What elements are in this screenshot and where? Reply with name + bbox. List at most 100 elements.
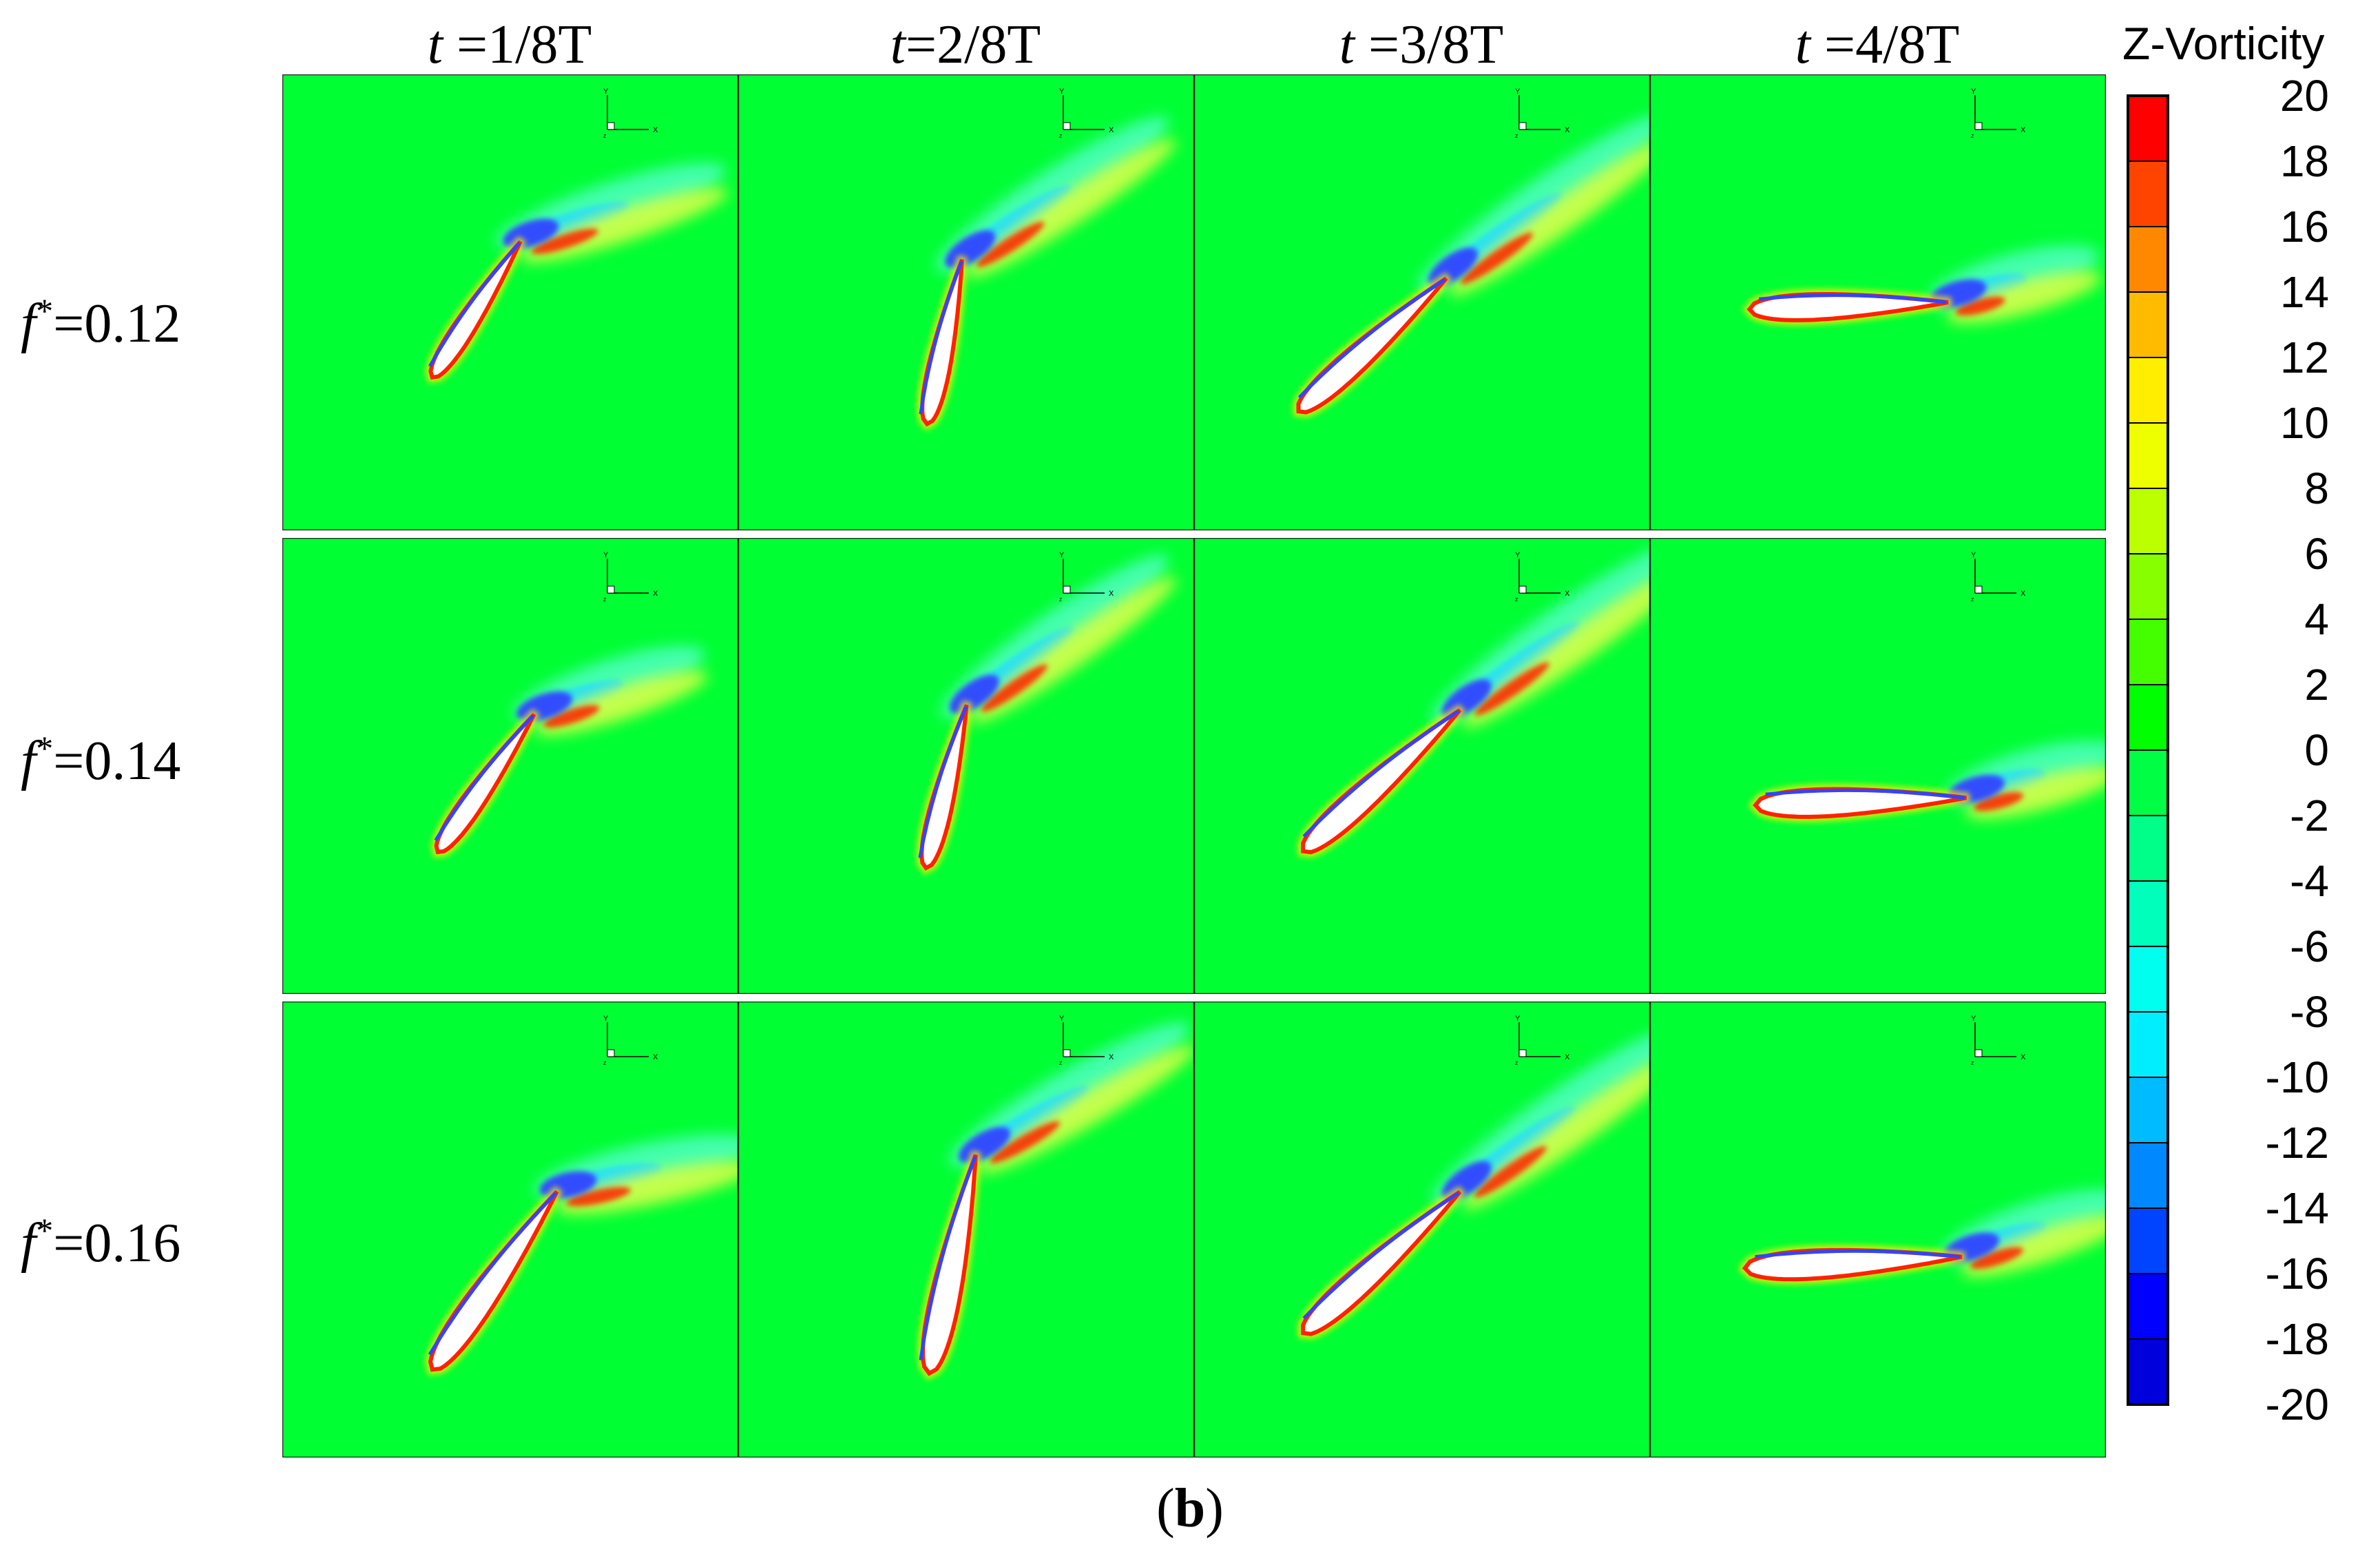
axis-triad-y-label: Y bbox=[1971, 87, 1976, 96]
contour-panel-r2-c3: Y X Z bbox=[1194, 538, 1650, 994]
colorbar-segment bbox=[2128, 881, 2168, 947]
column-header-4: t =4/8T bbox=[1795, 14, 1960, 75]
axis-triad-y-label: Y bbox=[1059, 87, 1065, 96]
axis-triad-z-label: Z bbox=[1515, 1061, 1518, 1066]
legend-tick-label: 12 bbox=[2279, 333, 2329, 382]
axis-triad-icon: Y X Z bbox=[1971, 1015, 2026, 1066]
legend-tick-label: 14 bbox=[2279, 267, 2329, 317]
contour-panel-r1-c2: Y X Z bbox=[738, 74, 1194, 530]
legend-tick-label: -2 bbox=[2290, 791, 2329, 840]
axis-triad-x-label: X bbox=[1109, 126, 1114, 134]
colorbar-segment bbox=[2128, 1077, 2168, 1143]
axis-triad-icon: Y X Z bbox=[603, 551, 658, 603]
colorbar-segment bbox=[2128, 1143, 2168, 1209]
contour-panel-r3-c3: Y X Z bbox=[1194, 1002, 1650, 1458]
axis-triad-icon: Y X Z bbox=[1059, 551, 1114, 603]
colorbar-segment bbox=[2128, 946, 2168, 1013]
airfoil bbox=[1737, 1244, 1966, 1285]
axis-triad-icon: Y X Z bbox=[1059, 87, 1114, 139]
legend-tick-label: 4 bbox=[2304, 594, 2329, 644]
axis-triad-x-label: X bbox=[2021, 590, 2026, 598]
figure-caption: (b) bbox=[1156, 1478, 1224, 1539]
axis-triad-x-label: X bbox=[1565, 1053, 1570, 1061]
vorticity-field bbox=[282, 1002, 738, 1458]
column-header-3: t =3/8T bbox=[1339, 14, 1504, 75]
vorticity-colorbar bbox=[2127, 94, 2169, 1406]
airfoil bbox=[1742, 288, 1952, 326]
colorbar-segment bbox=[2128, 423, 2168, 489]
airfoil bbox=[1293, 272, 1452, 418]
axis-triad-x-label: X bbox=[1109, 590, 1114, 598]
axis-triad-icon: Y X Z bbox=[1971, 551, 2026, 603]
vortex-wake bbox=[534, 1134, 738, 1214]
column-header-1: t =1/8T bbox=[427, 14, 592, 75]
airfoil bbox=[917, 1150, 982, 1381]
airfoil bbox=[430, 708, 541, 858]
axis-triad-icon: Y X Z bbox=[603, 87, 658, 139]
legend-tick-label: -18 bbox=[2265, 1314, 2330, 1364]
colorbar-segment bbox=[2128, 685, 2168, 751]
axis-triad-z-label: Z bbox=[603, 598, 607, 603]
colorbar-segment bbox=[2128, 619, 2168, 685]
colorbar-segment bbox=[2128, 227, 2168, 293]
axis-triad-z-label: Z bbox=[1515, 134, 1518, 139]
axis-triad-z-label: Z bbox=[603, 1061, 607, 1066]
axis-triad-z-label: Z bbox=[1971, 598, 1974, 603]
vortex-wake bbox=[949, 1022, 1194, 1174]
row-label-3: f*=0.16 bbox=[21, 1211, 181, 1274]
axis-triad-icon: Y X Z bbox=[1971, 87, 2026, 139]
axis-triad-y-label: Y bbox=[1515, 551, 1521, 559]
axis-triad-x-label: X bbox=[2021, 126, 2026, 134]
axis-triad-z-label: Z bbox=[1059, 598, 1063, 603]
row-label-1: f*=0.12 bbox=[21, 291, 181, 354]
airfoil bbox=[917, 255, 968, 431]
legend-tick-label: 20 bbox=[2279, 71, 2329, 121]
legend-tick-label: -20 bbox=[2265, 1380, 2330, 1429]
vortex-wake bbox=[1941, 1189, 2106, 1277]
legend-tick-label: -16 bbox=[2265, 1249, 2330, 1298]
legend-tick-label: 16 bbox=[2279, 202, 2329, 251]
colorbar-segment bbox=[2128, 1274, 2168, 1340]
axis-triad-x-label: X bbox=[2021, 1053, 2026, 1061]
legend-tick-label: -10 bbox=[2265, 1053, 2330, 1102]
column-header-2: t=2/8T bbox=[890, 14, 1041, 75]
axis-triad-x-label: X bbox=[1109, 1053, 1114, 1061]
vorticity-contour-grid: Y X Z Y X Z Y X Z Y X Z Y X Z Y X Z Y X Z Y X Z Y X Z Y X Z Y X Z Y X Z bbox=[282, 74, 2106, 1458]
axis-triad-z-label: Z bbox=[1059, 1061, 1063, 1066]
vortex-wake bbox=[513, 645, 708, 736]
axis-triad-y-label: Y bbox=[603, 87, 609, 96]
axis-triad-icon: Y X Z bbox=[1059, 1015, 1114, 1066]
colorbar-segment bbox=[2128, 1012, 2168, 1078]
airfoil bbox=[916, 700, 972, 875]
colorbar-segment bbox=[2128, 750, 2168, 816]
contour-panel-r1-c3: Y X Z bbox=[1194, 74, 1650, 530]
colorbar-segment bbox=[2128, 357, 2168, 424]
airfoil bbox=[1748, 783, 1971, 822]
axis-triad-y-label: Y bbox=[1515, 1015, 1521, 1023]
axis-triad-x-label: X bbox=[653, 1053, 658, 1061]
legend-title: Z-Vorticity bbox=[2122, 18, 2325, 69]
legend-tick-label: -6 bbox=[2290, 922, 2329, 971]
contour-panel-r2-c4: Y X Z bbox=[1650, 538, 2106, 994]
contour-panel-r3-c1: Y X Z bbox=[282, 1002, 738, 1458]
axis-triad-x-label: X bbox=[653, 590, 658, 598]
airfoil bbox=[424, 1185, 563, 1376]
legend-tick-label: 8 bbox=[2304, 464, 2329, 513]
legend-tick-label: -12 bbox=[2265, 1118, 2330, 1168]
colorbar-segment bbox=[2128, 816, 2168, 882]
axis-triad-x-label: X bbox=[1565, 126, 1570, 134]
axis-triad-z-label: Z bbox=[1971, 1061, 1974, 1066]
legend-tick-label: -8 bbox=[2290, 987, 2329, 1037]
contour-panel-r1-c4: Y X Z bbox=[1650, 74, 2106, 530]
axis-triad-y-label: Y bbox=[1971, 1015, 1976, 1023]
vorticity-field bbox=[282, 74, 738, 530]
axis-triad-z-label: Z bbox=[1971, 134, 1974, 139]
vortex-wake bbox=[1417, 114, 1650, 297]
contour-panel-r3-c4: Y X Z bbox=[1650, 1002, 2106, 1458]
axis-triad-icon: Y X Z bbox=[1515, 87, 1570, 139]
legend-tick-label: 10 bbox=[2279, 398, 2329, 448]
legend-tick-label: 2 bbox=[2304, 660, 2329, 709]
colorbar-segment bbox=[2128, 161, 2168, 227]
vortex-wake bbox=[1430, 541, 1650, 728]
airfoil bbox=[425, 236, 527, 384]
